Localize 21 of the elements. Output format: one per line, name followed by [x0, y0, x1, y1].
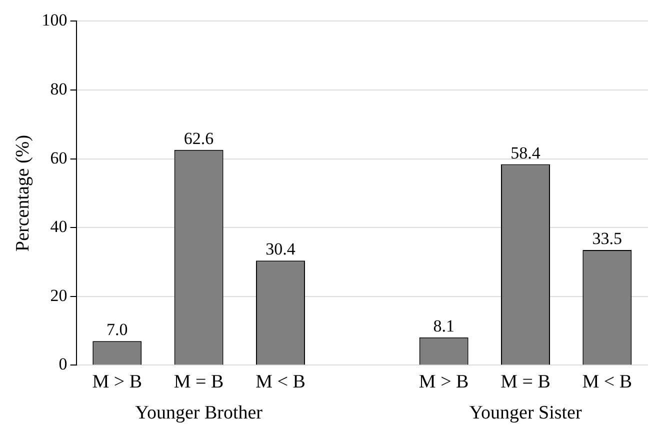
y-tick-label: 0	[58, 354, 68, 374]
x-tick-label: M = B	[174, 372, 224, 393]
x-tick-label: M < B	[582, 372, 632, 393]
y-tick-label: 20	[50, 286, 68, 305]
data-label: 33.5	[592, 228, 622, 248]
data-label: 30.4	[266, 240, 296, 259]
y-axis-title: Percentage (%)	[12, 134, 34, 252]
y-tick-label: 40	[50, 217, 68, 236]
text: Younger Brother	[135, 402, 264, 424]
y-tick-label: 60	[50, 148, 68, 168]
x-tick-label: M > B	[92, 372, 142, 393]
x-tick-label: M < B	[256, 372, 306, 393]
y-tick-label: 100	[42, 10, 68, 30]
data-label: 62.6	[184, 128, 214, 148]
x-tick-label: M > B	[418, 372, 469, 393]
y-tick-label: 80	[50, 79, 68, 98]
data-label: 8.1	[433, 316, 454, 336]
data-label: 58.4	[510, 143, 541, 162]
text: Younger Sister	[469, 402, 582, 424]
x-tick-label: M = B	[500, 372, 550, 393]
data-label: 7.0	[106, 320, 128, 340]
